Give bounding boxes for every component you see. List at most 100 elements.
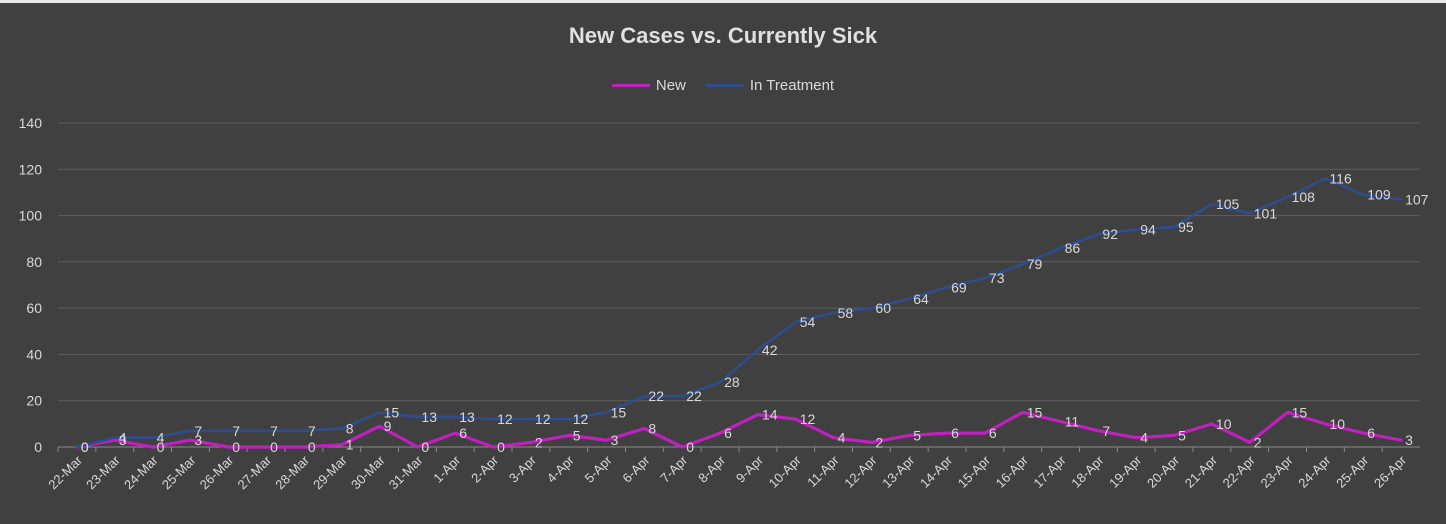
x-tick-label: 12-Apr	[841, 452, 880, 491]
data-label-new: 0	[81, 439, 89, 455]
data-label-in-treatment: 107	[1405, 191, 1429, 207]
data-label-new: 1	[346, 437, 354, 453]
data-label-in-treatment: 94	[1140, 221, 1156, 237]
data-label-in-treatment: 8	[346, 420, 354, 436]
x-tick-label: 5-Apr	[582, 452, 616, 486]
data-label-new: 6	[724, 425, 732, 441]
x-tick-label: 11-Apr	[804, 452, 842, 490]
data-label-new: 0	[497, 439, 505, 455]
data-label-new: 0	[157, 439, 165, 455]
data-label-new: 12	[800, 411, 816, 427]
x-tick-label: 13-Apr	[879, 452, 918, 491]
data-label-new: 3	[194, 432, 202, 448]
data-label-new: 5	[1178, 427, 1186, 443]
x-tick-label: 20-Apr	[1144, 452, 1183, 491]
x-tick-label: 29-Mar	[310, 452, 350, 492]
x-tick-label: 22-Mar	[45, 452, 85, 492]
x-tick-label: 25-Mar	[159, 452, 199, 492]
chart-title: New Cases vs. Currently Sick	[568, 23, 878, 48]
data-label-new: 14	[762, 407, 778, 423]
data-label-in-treatment: 28	[724, 374, 740, 390]
data-label-new: 3	[119, 432, 127, 448]
data-label-in-treatment: 101	[1254, 205, 1278, 221]
data-label-new: 15	[1292, 404, 1308, 420]
y-tick-label: 60	[26, 300, 42, 316]
chart-legend: New In Treatment	[0, 77, 1446, 94]
data-label-in-treatment: 15	[611, 404, 627, 420]
x-tick-label: 26-Apr	[1371, 452, 1410, 491]
data-label-in-treatment: 109	[1367, 187, 1391, 203]
data-label-new: 6	[459, 425, 467, 441]
data-label-in-treatment: 4	[157, 430, 165, 446]
x-tick-label: 7-Apr	[657, 452, 691, 486]
data-label-in-treatment: 54	[800, 314, 816, 330]
y-tick-label: 120	[19, 161, 43, 177]
legend-swatch-new	[611, 84, 650, 87]
x-tick-label: 23-Mar	[83, 452, 123, 492]
data-label-in-treatment: 42	[762, 342, 778, 358]
x-tick-label: 9-Apr	[733, 452, 767, 486]
x-tick-label: 26-Mar	[197, 452, 237, 492]
data-label-new: 6	[951, 425, 959, 441]
data-label-in-treatment: 60	[875, 300, 891, 316]
x-tick-label: 4-Apr	[544, 452, 578, 486]
data-label-new: 0	[232, 439, 240, 455]
data-label-in-treatment: 12	[535, 411, 551, 427]
data-label-new: 0	[686, 439, 694, 455]
data-label-new: 10	[1216, 416, 1232, 432]
data-label-in-treatment: 58	[838, 305, 854, 321]
y-tick-label: 0	[34, 439, 42, 455]
data-label-in-treatment: 12	[573, 411, 589, 427]
data-label-in-treatment: 12	[497, 411, 513, 427]
data-label-in-treatment: 79	[1027, 256, 1043, 272]
data-label-new: 4	[838, 430, 846, 446]
data-label-in-treatment: 15	[384, 404, 400, 420]
data-label-in-treatment: 7	[194, 423, 202, 439]
data-label-in-treatment: 95	[1178, 219, 1194, 235]
plot-area: 02040608010012014022-Mar23-Mar24-Mar25-M…	[19, 115, 1429, 492]
data-label-new: 9	[384, 418, 392, 434]
data-label-new: 8	[648, 420, 656, 436]
y-tick-label: 40	[26, 346, 42, 362]
data-label-new: 10	[1329, 416, 1345, 432]
legend-swatch-in-treatment	[705, 84, 744, 87]
x-tick-label: 24-Apr	[1295, 452, 1334, 491]
data-label-in-treatment: 64	[913, 291, 929, 307]
data-label-new: 2	[535, 434, 543, 450]
data-label-new: 7	[1102, 423, 1110, 439]
x-tick-label: 19-Apr	[1106, 452, 1145, 491]
data-label-new: 4	[1140, 430, 1148, 446]
x-tick-label: 10-Apr	[766, 452, 805, 491]
x-tick-label: 2-Apr	[468, 452, 502, 486]
x-tick-label: 14-Apr	[917, 452, 956, 491]
data-label-new: 2	[1254, 434, 1262, 450]
data-label-in-treatment: 0	[81, 439, 89, 455]
data-label-new: 5	[913, 427, 921, 443]
data-label-in-treatment: 22	[686, 388, 702, 404]
x-tick-label: 30-Mar	[348, 452, 388, 492]
x-tick-label: 23-Apr	[1257, 452, 1296, 491]
data-label-new: 3	[1405, 432, 1413, 448]
x-tick-label: 17-Apr	[1030, 452, 1069, 491]
x-tick-label: 1-Apr	[430, 452, 464, 486]
data-label-new: 6	[1367, 425, 1375, 441]
legend-item-new: New	[611, 77, 686, 94]
x-tick-label: 6-Apr	[619, 452, 653, 486]
series-line-in-treatment	[75, 177, 1403, 449]
data-label-new: 11	[1065, 414, 1080, 430]
legend-item-in-treatment: In Treatment	[705, 77, 835, 94]
series-line-new	[75, 410, 1403, 449]
x-tick-label: 8-Apr	[695, 452, 729, 486]
data-label-in-treatment: 13	[459, 409, 475, 425]
data-label-in-treatment: 86	[1065, 240, 1081, 256]
data-label-in-treatment: 7	[232, 423, 240, 439]
legend-label-in-treatment: In Treatment	[749, 77, 835, 94]
x-tick-label: 24-Mar	[121, 452, 161, 492]
data-label-new: 15	[1027, 404, 1043, 420]
data-label-new: 3	[611, 432, 619, 448]
data-label-in-treatment: 22	[648, 388, 664, 404]
data-label-in-treatment: 4	[119, 430, 127, 446]
data-label-in-treatment: 108	[1292, 189, 1316, 205]
data-label-in-treatment: 13	[421, 409, 437, 425]
x-tick-label: 22-Apr	[1220, 452, 1259, 491]
